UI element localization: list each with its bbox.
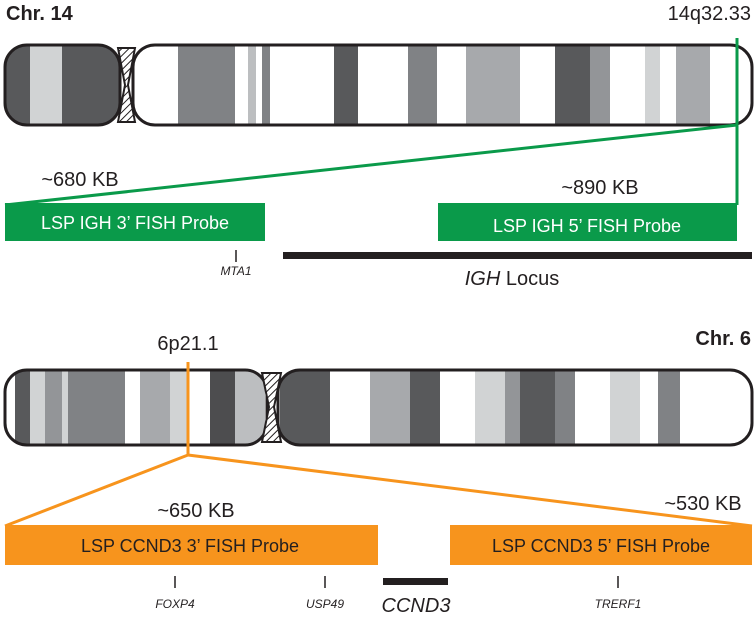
- band-label: 6p21.1: [157, 333, 218, 355]
- gene-label: CCND3: [382, 595, 451, 617]
- locus-bar: [283, 252, 752, 259]
- chromosome-label: Chr. 6: [695, 328, 751, 350]
- probe-size: ~890 KB: [561, 177, 638, 199]
- probe-label: LSP IGH 3’ FISH Probe: [41, 213, 229, 233]
- chromosome-14: Chr. 14 14q32.33 ~680 KB ~890 KB: [3, 3, 754, 290]
- chromosome-bands: [5, 370, 752, 445]
- probe-label: LSP IGH 5’ FISH Probe: [493, 216, 681, 236]
- probe-size: ~680 KB: [41, 169, 118, 191]
- gene-bar: [383, 578, 448, 585]
- probe-box: [438, 203, 737, 241]
- probe-box: [5, 525, 378, 565]
- locus-gene: IGH: [465, 268, 501, 290]
- gene-label: MTA1: [220, 264, 251, 278]
- probe-box: [5, 203, 265, 241]
- gene-label: USP49: [306, 597, 344, 611]
- chromosome-label: Chr. 14: [6, 3, 74, 25]
- chromosome-bands: [5, 45, 752, 125]
- probe-size: ~530 KB: [664, 493, 741, 515]
- locus-label: IGH Locus: [465, 268, 560, 290]
- gene-label: FOXP4: [155, 597, 195, 611]
- probe-label: LSP CCND3 5’ FISH Probe: [492, 536, 710, 556]
- probe-size: ~650 KB: [157, 500, 234, 522]
- probe-box: [450, 525, 752, 565]
- band-label: 14q32.33: [668, 3, 751, 25]
- probe-label: LSP CCND3 3’ FISH Probe: [81, 536, 299, 556]
- gene-label: TRERF1: [595, 597, 642, 611]
- chromosome-6: 6p21.1 Chr. 6: [3, 328, 754, 617]
- locus-text: Locus: [506, 268, 559, 290]
